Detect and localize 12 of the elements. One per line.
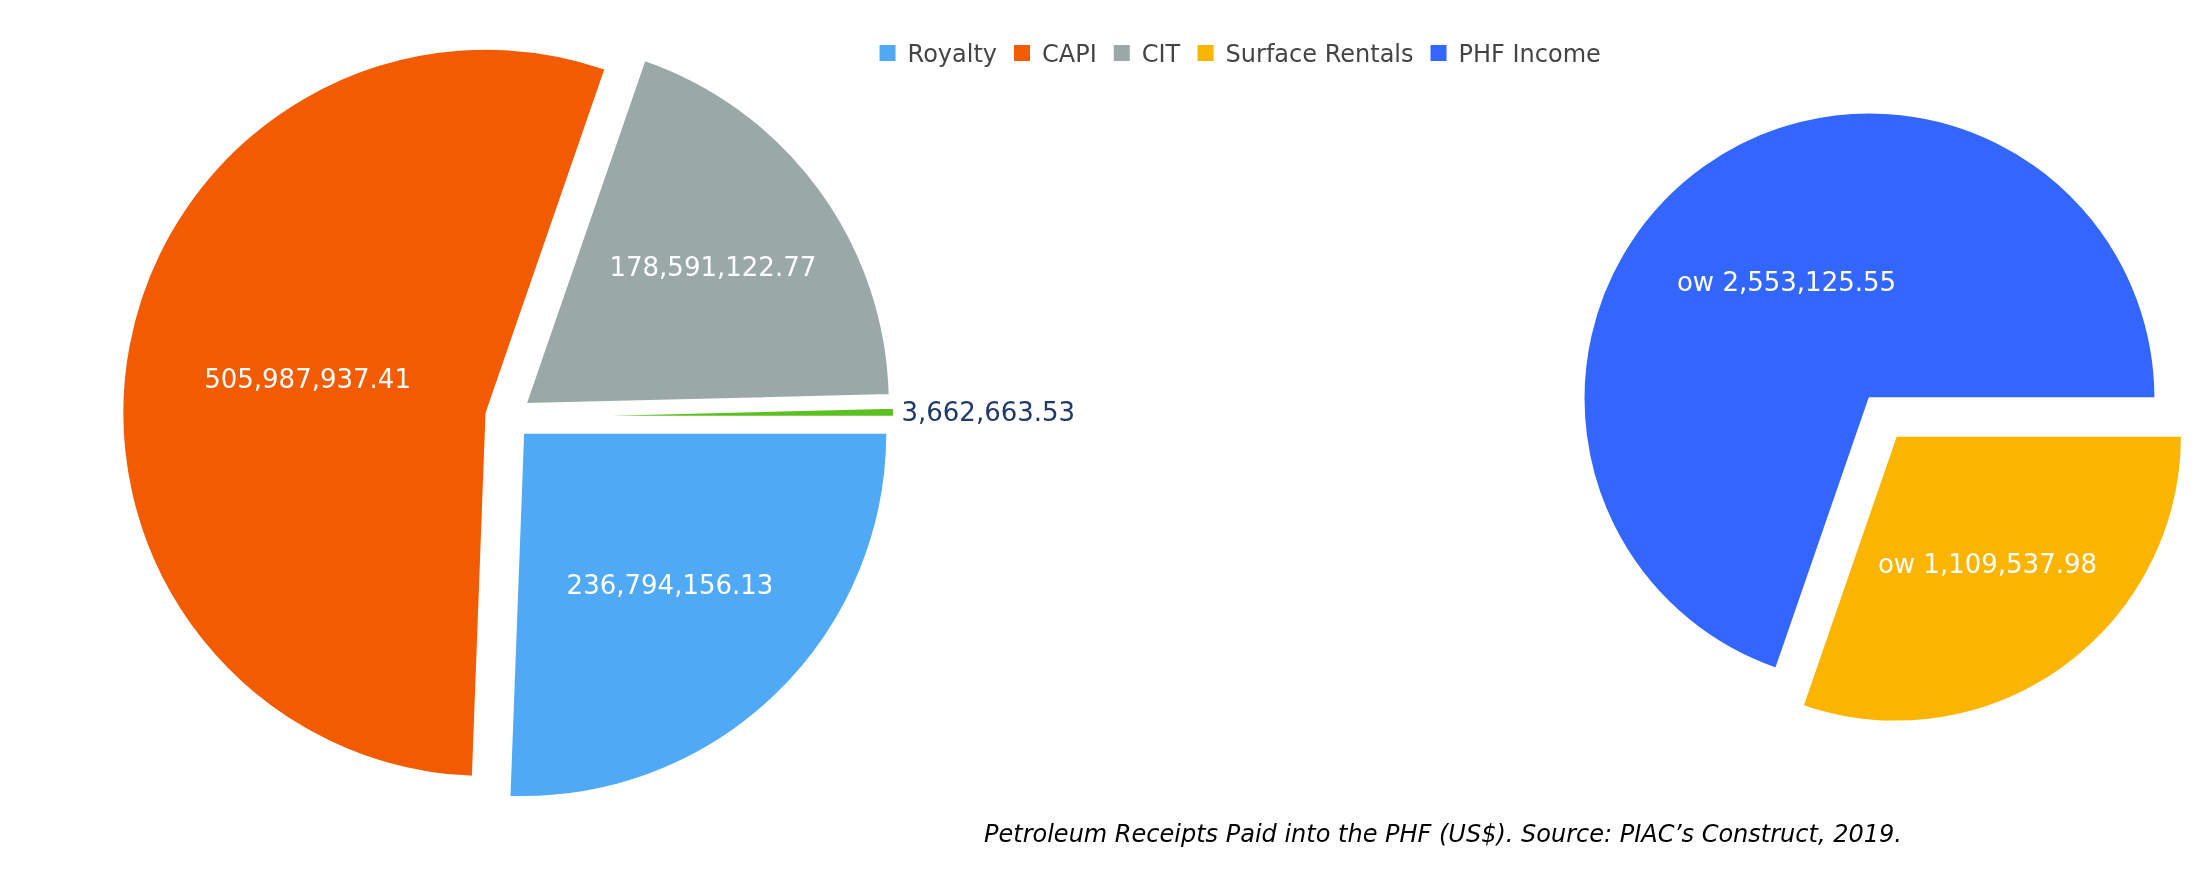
legend-label: PHF Income <box>1458 40 1601 69</box>
data-label: 505,987,937.41 <box>204 364 411 395</box>
legend-label: CAPI <box>1042 40 1097 69</box>
data-label: ow 1,109,537.98 <box>1877 548 2098 579</box>
data-label: 178,591,122.77 <box>609 252 817 283</box>
legend-label: Surface Rentals <box>1225 40 1414 69</box>
legend-label: CIT <box>1141 40 1181 69</box>
data-label: 236,794,156.13 <box>566 570 774 601</box>
text: Petroleum Receipts Paid into the PHF (US$). Source: PIAC’s Construct, 2019. <box>984 820 1902 848</box>
data-label: ow 2,553,125.55 <box>1676 266 1897 297</box>
legend-label: Royalty <box>907 40 998 69</box>
data-label: 3,662,663.53 <box>901 397 1076 428</box>
